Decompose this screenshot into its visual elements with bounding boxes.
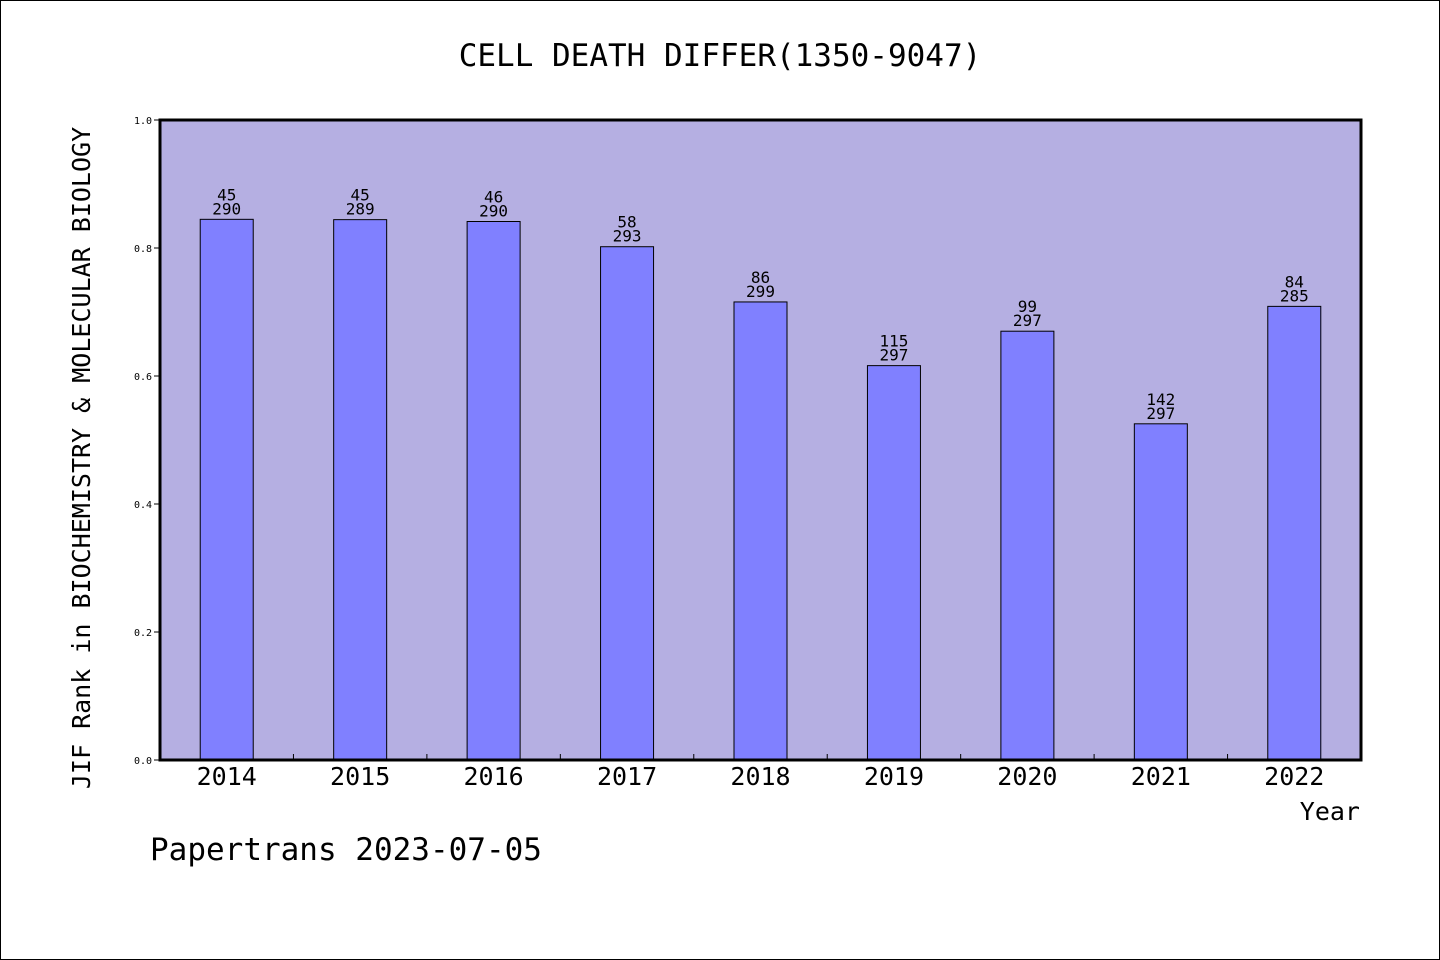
bar-label-total: 297 [1013, 311, 1042, 330]
bar [733, 301, 788, 761]
x-tick-label: 2017 [597, 762, 657, 791]
bar-label-rank: 142 [1146, 390, 1175, 409]
y-tick-label: 0.6 [134, 372, 152, 383]
bar-label-total: 293 [613, 227, 642, 246]
bar-label-total: 297 [879, 346, 908, 365]
x-tick-label: 2015 [330, 762, 390, 791]
x-tick-label: 2016 [464, 762, 524, 791]
x-tick-label: 2018 [730, 762, 790, 791]
bar-label-rank: 45 [351, 186, 370, 205]
x-tick-label: 2020 [997, 762, 1057, 791]
y-tick-label: 0.4 [134, 500, 152, 511]
bar-label-total: 299 [746, 282, 775, 301]
bar-label-rank: 86 [751, 268, 770, 287]
bar-label-rank: 99 [1018, 297, 1037, 316]
y-tick-label: 0.0 [134, 756, 152, 767]
x-tick-label: 2021 [1131, 762, 1191, 791]
bar-label-total: 285 [1280, 286, 1309, 305]
y-axis-label: JIF Rank in BIOCHEMISTRY & MOLECULAR BIO… [67, 127, 96, 789]
bar [866, 365, 921, 761]
bar [199, 218, 254, 761]
bar-label-total: 290 [212, 199, 241, 218]
y-tick-label: 0.2 [134, 628, 152, 639]
bar-label-rank: 46 [484, 188, 503, 207]
bar-label-total: 297 [1146, 404, 1175, 423]
bar-label-rank: 115 [879, 332, 908, 351]
x-tick-label: 2022 [1264, 762, 1324, 791]
y-tick-label: 0.8 [134, 244, 152, 255]
x-axis-label: Year [1300, 797, 1360, 826]
bar [1000, 330, 1055, 761]
bar-label-rank: 58 [617, 213, 636, 232]
x-tick-label: 2019 [864, 762, 924, 791]
bar [466, 221, 521, 761]
y-tick-label: 1.0 [134, 116, 152, 127]
bar-label-total: 289 [346, 200, 375, 219]
bar-label-total: 290 [479, 202, 508, 221]
chart-title: CELL DEATH DIFFER(1350-9047) [459, 38, 982, 74]
x-tick-label: 2014 [197, 762, 257, 791]
plot-border [158, 118, 1363, 762]
bar-label-rank: 84 [1285, 272, 1304, 291]
bar [1133, 423, 1188, 761]
footer-note: Papertrans 2023-07-05 [150, 832, 542, 868]
bar [600, 246, 655, 761]
bar [333, 219, 388, 761]
bar-label-rank: 45 [217, 185, 236, 204]
bar [1267, 305, 1322, 761]
